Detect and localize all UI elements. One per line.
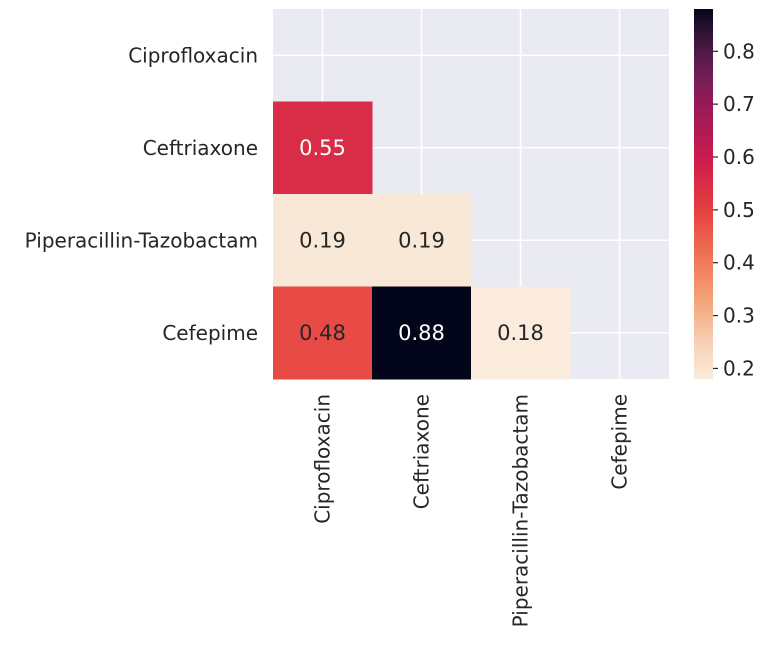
y-tick-label: Ciprofloxacin [128,43,258,67]
heatmap-cell [273,194,373,287]
heatmap-cell [372,286,472,380]
cell-value-label: 0.55 [299,136,346,160]
heatmap-cells [273,101,571,380]
cell-value-label: 0.48 [299,321,346,345]
heatmap-annotations: 0.55 0.19 0.19 0.48 0.88 0.18 [299,136,544,345]
colorbar-tick-label: 0.6 [723,145,755,169]
colorbar [694,9,713,379]
x-tick-label: Cefepime [608,394,632,490]
x-tick-label: Ciprofloxacin [311,394,335,524]
colorbar-tick-label: 0.3 [723,304,755,328]
heatmap-cell [273,101,373,195]
colorbar-ticks: 0.2 0.3 0.4 0.5 0.6 0.7 0.8 [713,39,755,380]
cell-value-label: 0.19 [299,228,346,252]
y-tick-label: Ceftriaxone [143,136,258,160]
colorbar-tick-label: 0.5 [723,198,755,222]
x-tick-label: Piperacillin-Tazobactam [509,394,533,627]
colorbar-tick-label: 0.2 [723,356,755,380]
colorbar-tick-label: 0.8 [723,39,755,63]
cell-value-label: 0.88 [398,321,445,345]
colorbar-tick-label: 0.4 [723,251,755,275]
heatmap-cell [372,194,472,287]
x-tick-label: Ceftriaxone [410,394,434,509]
y-tick-label: Cefepime [162,321,258,345]
y-axis-tick-labels: Ciprofloxacin Ceftriaxone Piperacillin-Taz… [25,43,258,345]
heatmap-cell [273,286,373,380]
heatmap-cell [471,286,571,380]
cell-value-label: 0.19 [398,228,445,252]
cell-value-label: 0.18 [497,321,544,345]
x-axis-tick-labels: Ciprofloxacin Ceftriaxone Piperacillin-Taz… [311,394,632,627]
colorbar-tick-label: 0.7 [723,92,755,116]
y-tick-label: Piperacillin-Tazobactam [25,228,258,252]
